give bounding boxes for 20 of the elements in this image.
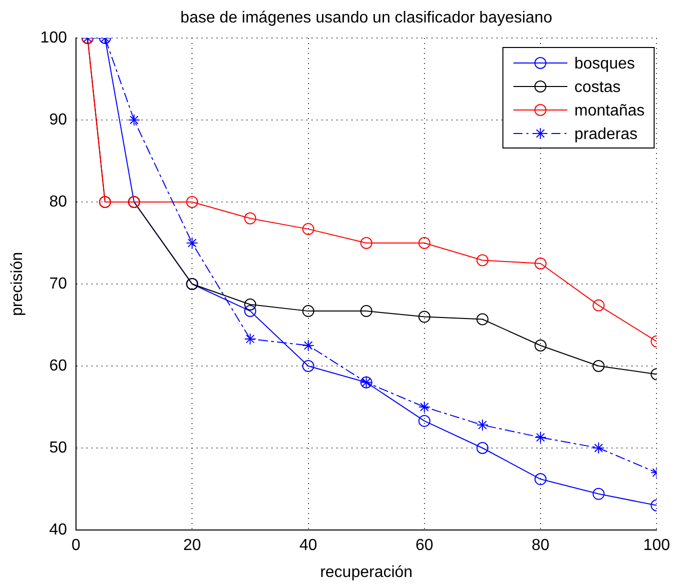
- y-tick-label: 100: [40, 29, 68, 46]
- y-tick-label: 40: [49, 521, 68, 538]
- x-tick-label: 0: [72, 537, 81, 554]
- x-tick-label: 40: [299, 537, 318, 554]
- x-axis-title: recuperación: [320, 564, 413, 581]
- legend-label: praderas: [574, 126, 638, 143]
- y-tick-label: 90: [49, 111, 68, 128]
- y-axis-title: precisión: [9, 252, 26, 316]
- x-tick-label: 100: [643, 537, 670, 554]
- legend-label: costas: [574, 78, 621, 96]
- chart-title: base de imágenes usando un clasificador bayesiano: [180, 9, 552, 26]
- y-tick-label: 60: [49, 357, 68, 374]
- legend-label: montañas: [574, 102, 645, 120]
- y-tick-label: 70: [49, 275, 68, 292]
- y-tick-label: 50: [49, 439, 68, 456]
- y-tick-label: 80: [49, 193, 68, 210]
- x-tick-label: 80: [532, 537, 550, 554]
- legend-label: bosques: [574, 55, 635, 72]
- x-tick-label: 60: [415, 537, 434, 554]
- x-tick-label: 20: [183, 537, 202, 554]
